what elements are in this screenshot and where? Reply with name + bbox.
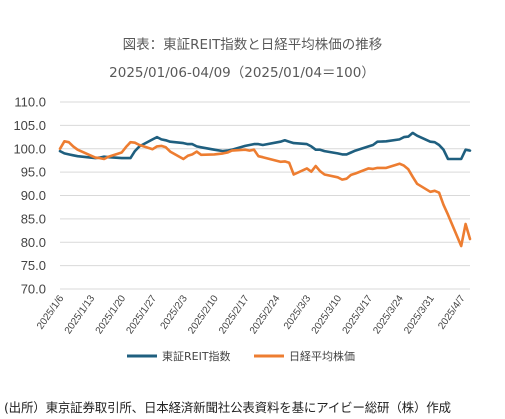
chart-panel: 図表：東証REIT指数と日経平均株価の推移 2025/01/06-04/09（2…	[13, 37, 472, 363]
y-tick-label: 95.0	[21, 165, 46, 180]
chart-subtitle: 2025/01/06-04/09（2025/01/04＝100）	[109, 65, 375, 81]
grid-layer	[60, 101, 470, 290]
x-tick-label: 2025/2/24	[248, 293, 283, 336]
x-tick-label: 2025/1/6	[35, 293, 67, 332]
y-tick-label: 75.0	[21, 258, 46, 273]
y-tick-label: 80.0	[21, 235, 46, 250]
x-tick-label: 2025/2/17	[217, 293, 252, 336]
x-tick-label: 2025/1/13	[63, 293, 98, 336]
x-tick-label: 2025/3/24	[371, 293, 406, 336]
x-tick-label: 2025/3/3	[282, 293, 314, 332]
y-tick-label: 90.0	[21, 188, 46, 203]
x-tick-label: 2025/2/3	[159, 293, 191, 332]
source-note: (出所）東京証券取引所、日本経済新聞社公表資料を基にアイビー総研（株）作成	[4, 400, 451, 415]
legend-label-1: 東証REIT指数	[162, 349, 231, 363]
y-tick-label: 70.0	[21, 282, 46, 297]
series-line-1	[58, 131, 472, 161]
chart-svg: 図表：東証REIT指数と日経平均株価の推移 2025/01/06-04/09（2…	[13, 37, 472, 363]
x-tick-label: 2025/3/31	[402, 293, 437, 336]
x-tick-label: 2025/1/27	[125, 293, 160, 336]
y-tick-label: 85.0	[21, 211, 46, 226]
y-tick-label: 105.0	[13, 118, 46, 133]
x-tick-label: 2025/4/7	[436, 293, 468, 332]
series-line-2	[58, 140, 472, 248]
y-tick-label: 100.0	[13, 141, 46, 156]
y-axis-ticks: 110.0 105.0 100.0 95.0 90.0 85.0 80.0 75.0 70.0	[13, 95, 46, 297]
chart-title: 図表：東証REIT指数と日経平均株価の推移	[123, 37, 383, 53]
x-tick-label: 2025/3/17	[341, 293, 376, 336]
x-tick-label: 2025/1/20	[94, 293, 129, 336]
x-tick-label: 2025/3/10	[310, 293, 345, 336]
legend-label-2: 日経平均株価	[289, 349, 355, 363]
legend: 東証REIT指数 日経平均株価	[127, 349, 355, 363]
x-tick-label: 2025/2/10	[186, 293, 221, 336]
series-layer	[58, 131, 472, 248]
y-tick-label: 110.0	[14, 95, 46, 110]
